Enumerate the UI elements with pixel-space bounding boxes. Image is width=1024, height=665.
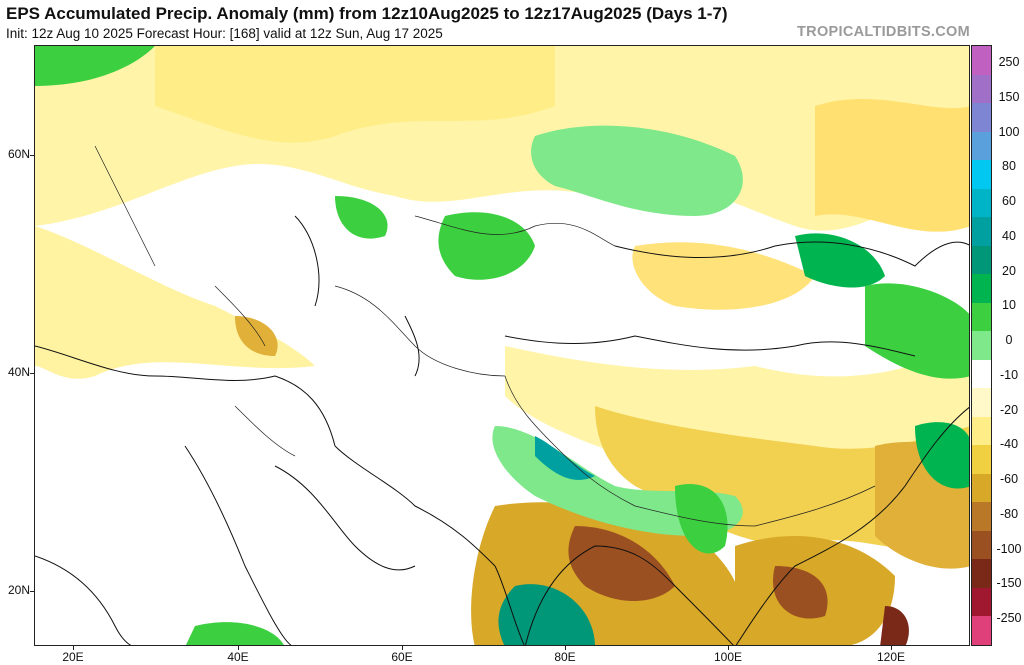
lat-label-40n: 40N xyxy=(7,365,30,379)
legend-swatch xyxy=(972,530,991,560)
legend-swatch xyxy=(972,388,991,418)
brand-watermark: TROPICALTIDBITS.COM xyxy=(797,24,970,40)
legend-swatch xyxy=(972,274,991,304)
legend-swatch xyxy=(972,46,991,76)
legend-label: -80 xyxy=(999,506,1019,521)
legend-label: 250 xyxy=(998,55,1020,69)
legend-label: 80 xyxy=(1002,159,1016,174)
legend-swatch xyxy=(972,616,991,646)
legend-swatch xyxy=(972,473,991,503)
chart-subtitle: Init: 12z Aug 10 2025 Forecast Hour: [16… xyxy=(6,26,443,41)
lat-tick xyxy=(30,155,35,156)
country-borders xyxy=(94,145,876,527)
lat-tick xyxy=(30,373,35,374)
legend-swatch xyxy=(972,502,991,532)
legend-swatch xyxy=(972,103,991,133)
lon-tick xyxy=(402,646,403,650)
legend-swatch xyxy=(972,245,991,275)
chart-title: EPS Accumulated Precip. Anomaly (mm) fro… xyxy=(6,4,728,23)
legend-swatch xyxy=(972,331,991,361)
legend-label: -20 xyxy=(999,402,1019,417)
legend-swatch xyxy=(972,160,991,190)
legend-swatch xyxy=(972,416,991,446)
coastlines xyxy=(35,215,969,645)
wet-anomaly-regions xyxy=(35,46,969,645)
lon-tick xyxy=(73,646,74,650)
map-canvas xyxy=(35,46,969,645)
legend-swatch xyxy=(972,217,991,247)
legend-label: -100 xyxy=(996,541,1022,556)
lon-label-120e: 120E xyxy=(876,650,906,664)
legend-swatch xyxy=(972,131,991,161)
legend-label: 10 xyxy=(1002,298,1016,313)
legend-label: -10 xyxy=(999,367,1019,382)
legend-label: -40 xyxy=(999,437,1019,452)
color-scale-legend xyxy=(971,45,992,646)
lon-tick xyxy=(891,646,892,650)
lon-label-40e: 40E xyxy=(227,650,249,664)
legend-label: 100 xyxy=(998,124,1020,139)
precip-anomaly-map xyxy=(34,45,970,646)
legend-label: 0 xyxy=(1005,333,1013,347)
legend-swatch xyxy=(972,188,991,218)
legend-label: -250 xyxy=(996,611,1022,625)
legend-label: 60 xyxy=(1002,194,1016,208)
lon-label-80e: 80E xyxy=(554,650,576,664)
lon-tick xyxy=(565,646,566,650)
lon-tick xyxy=(238,646,239,650)
lat-tick xyxy=(30,591,35,592)
legend-swatch xyxy=(972,445,991,475)
legend-label: -150 xyxy=(996,576,1022,591)
lon-label-100e: 100E xyxy=(713,650,743,664)
lon-label-20e: 20E xyxy=(62,650,84,664)
legend-label: 20 xyxy=(1002,263,1016,278)
legend-swatch xyxy=(972,74,991,104)
lat-label-20n: 20N xyxy=(7,583,30,597)
legend-swatch xyxy=(972,587,991,617)
legend-swatch xyxy=(972,359,991,389)
legend-label: -60 xyxy=(999,472,1019,486)
legend-swatch xyxy=(972,559,991,589)
lon-label-60e: 60E xyxy=(391,650,413,664)
lat-label-60n: 60N xyxy=(7,147,30,161)
lon-tick xyxy=(728,646,729,650)
legend-label: 150 xyxy=(998,89,1020,104)
legend-swatch xyxy=(972,302,991,332)
legend-label: 40 xyxy=(1002,228,1016,243)
